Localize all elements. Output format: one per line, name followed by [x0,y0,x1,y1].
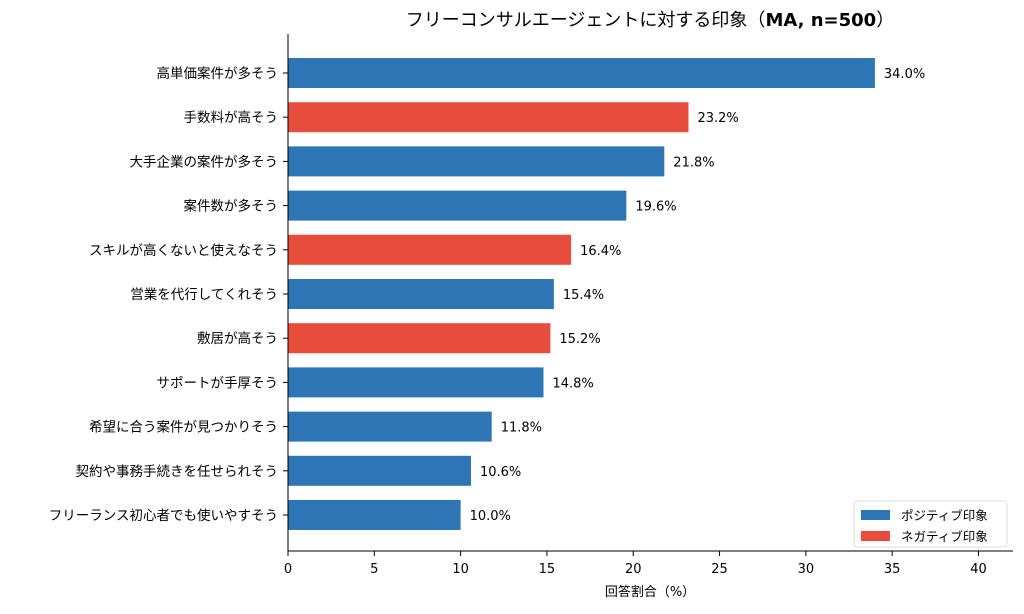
data-label: 15.4% [563,288,604,303]
y-tick-label: 大手企業の案件が多そう [130,153,279,170]
bar [288,500,461,530]
x-tick-label: 15 [539,562,556,577]
data-label: 10.0% [470,509,511,524]
y-tick-label: 営業を代行してくれそう [130,287,278,303]
data-label: 10.6% [480,465,521,480]
data-label: 34.0% [884,67,925,82]
y-tick-label: サポートが手厚そう [157,375,279,391]
bar [288,411,492,442]
bar [288,323,551,354]
data-label: 11.8% [501,421,542,436]
bar [288,58,875,88]
legend-swatch [861,531,890,541]
y-tick-label: 契約や事務手続きを任せられそう [76,464,279,480]
bar [288,279,554,309]
x-tick-label: 10 [452,562,469,577]
legend-box [853,500,1008,548]
bar [288,146,665,177]
x-tick-label: 40 [970,562,987,577]
legend-swatch [861,510,890,520]
bar [288,190,627,221]
y-tick-label: 希望に合う案件が見つかりそう [89,419,278,436]
legend-label: ネガティブ印象 [901,529,988,544]
x-tick-label: 5 [370,562,378,577]
bar [288,102,689,133]
x-tick-label: 35 [884,562,901,577]
x-tick-label: 0 [284,562,292,577]
x-tick-label: 20 [625,562,642,577]
data-label: 14.8% [552,376,593,391]
y-tick-label: 高単価案件が多そう [157,65,279,82]
bar [288,367,544,398]
y-tick-label: 手数料が高そう [184,109,279,126]
y-tick-label: スキルが高くないと使えなそう [89,242,278,259]
data-label: 23.2% [697,111,738,126]
chart-title: フリーコンサルエージェントに対する印象（MA, n=500） [406,10,894,31]
legend-label: ポジティブ印象 [901,508,988,523]
data-label: 15.2% [559,332,600,347]
y-tick-label: フリーランス初心者でも使いやすそう [49,507,278,524]
x-tick-label: 25 [711,562,728,577]
y-tick-label: 案件数が多そう [184,198,279,215]
data-label: 19.6% [635,200,676,215]
data-label: 21.8% [673,155,714,170]
x-tick-label: 30 [798,562,815,577]
bar [288,455,471,486]
x-axis-label: 回答割合（%） [605,584,695,600]
y-tick-label: 敷居が高そう [197,330,278,347]
bar [288,234,572,265]
data-label: 16.4% [580,244,621,259]
